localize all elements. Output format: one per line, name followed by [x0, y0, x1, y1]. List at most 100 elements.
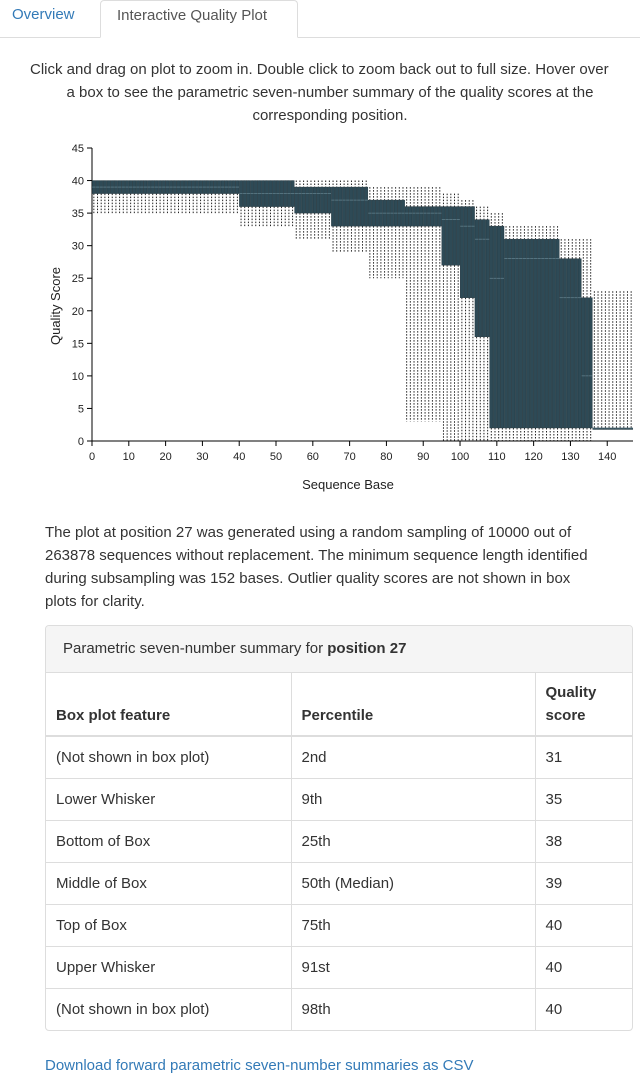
- box-position[interactable]: [507, 226, 512, 441]
- box-position[interactable]: [463, 200, 468, 441]
- box-position[interactable]: [250, 180, 254, 227]
- box-series[interactable]: [91, 180, 634, 441]
- box-position[interactable]: [117, 180, 122, 214]
- box-position[interactable]: [264, 180, 269, 227]
- box-position[interactable]: [360, 180, 365, 253]
- box-position[interactable]: [110, 180, 115, 214]
- box-position[interactable]: [478, 206, 483, 441]
- box-position[interactable]: [533, 226, 538, 441]
- box-position[interactable]: [522, 226, 527, 441]
- box-position[interactable]: [257, 180, 262, 227]
- box-position[interactable]: [386, 187, 391, 279]
- box-position[interactable]: [474, 206, 479, 441]
- box-position[interactable]: [301, 180, 306, 240]
- box-position[interactable]: [172, 180, 177, 214]
- box-position[interactable]: [287, 180, 291, 227]
- box-position[interactable]: [91, 180, 96, 214]
- box-position[interactable]: [559, 239, 564, 441]
- box-position[interactable]: [349, 180, 354, 253]
- box-position[interactable]: [187, 180, 192, 214]
- box-position[interactable]: [121, 180, 126, 214]
- box-position[interactable]: [143, 180, 148, 214]
- box-position[interactable]: [228, 180, 232, 214]
- box-position[interactable]: [382, 187, 387, 279]
- box-position[interactable]: [555, 226, 560, 441]
- box-position[interactable]: [147, 180, 151, 214]
- box-position[interactable]: [371, 187, 376, 279]
- box-position[interactable]: [132, 180, 137, 214]
- tab-overview[interactable]: Overview: [12, 6, 75, 23]
- box-position[interactable]: [540, 226, 545, 441]
- box-position[interactable]: [246, 180, 251, 227]
- box-position[interactable]: [334, 180, 339, 253]
- box-position[interactable]: [198, 180, 203, 214]
- box-position[interactable]: [610, 291, 615, 430]
- box-position[interactable]: [268, 180, 273, 227]
- box-position[interactable]: [379, 187, 383, 279]
- quality-box-plot[interactable]: 0 5 10 15 20 25 30 35 40 45 0 10 20 30 40 50 60 70 80 90 10…: [0, 136, 640, 506]
- box-position[interactable]: [566, 239, 571, 441]
- box-position[interactable]: [294, 180, 299, 240]
- box-position[interactable]: [279, 180, 284, 227]
- box-position[interactable]: [327, 180, 332, 240]
- box-position[interactable]: [445, 193, 450, 441]
- box-position[interactable]: [158, 180, 162, 214]
- box-position[interactable]: [518, 226, 523, 441]
- box-position[interactable]: [209, 180, 214, 214]
- box-position[interactable]: [441, 193, 446, 441]
- box-position[interactable]: [195, 180, 199, 214]
- box-position[interactable]: [139, 180, 144, 214]
- box-position[interactable]: [331, 180, 335, 253]
- box-position[interactable]: [99, 180, 104, 214]
- box-position[interactable]: [603, 291, 608, 430]
- box-position[interactable]: [456, 193, 461, 441]
- box-position[interactable]: [574, 239, 578, 441]
- box-position[interactable]: [169, 180, 173, 214]
- box-position[interactable]: [599, 291, 604, 430]
- box-position[interactable]: [592, 291, 597, 430]
- box-position[interactable]: [625, 291, 630, 430]
- box-position[interactable]: [165, 180, 170, 214]
- box-position[interactable]: [224, 180, 229, 214]
- box-position[interactable]: [496, 213, 501, 441]
- box-position[interactable]: [375, 187, 380, 279]
- box-position[interactable]: [397, 187, 402, 279]
- box-position[interactable]: [342, 180, 346, 253]
- box-position[interactable]: [191, 180, 196, 214]
- box-position[interactable]: [581, 239, 586, 441]
- box-position[interactable]: [404, 187, 409, 422]
- box-position[interactable]: [106, 180, 111, 214]
- box-position[interactable]: [320, 180, 324, 240]
- box-position[interactable]: [128, 180, 133, 214]
- box-position[interactable]: [95, 180, 100, 214]
- box-position[interactable]: [430, 187, 435, 422]
- box-position[interactable]: [261, 180, 265, 227]
- box-position[interactable]: [356, 180, 361, 253]
- tab-interactive-quality-plot[interactable]: Interactive Quality Plot: [100, 0, 298, 38]
- box-position[interactable]: [206, 180, 210, 214]
- box-position[interactable]: [312, 180, 317, 240]
- box-position[interactable]: [471, 200, 475, 441]
- box-position[interactable]: [504, 226, 508, 441]
- box-position[interactable]: [290, 180, 295, 227]
- box-position[interactable]: [482, 206, 486, 441]
- box-position[interactable]: [588, 239, 593, 441]
- box-position[interactable]: [242, 180, 247, 227]
- box-position[interactable]: [323, 180, 328, 240]
- box-position[interactable]: [176, 180, 181, 214]
- box-position[interactable]: [125, 180, 129, 214]
- box-position[interactable]: [618, 291, 622, 430]
- box-position[interactable]: [485, 206, 490, 441]
- box-position[interactable]: [275, 180, 280, 227]
- box-position[interactable]: [408, 187, 413, 422]
- box-position[interactable]: [614, 291, 619, 430]
- box-position[interactable]: [239, 180, 243, 227]
- box-position[interactable]: [493, 213, 497, 441]
- box-position[interactable]: [305, 180, 310, 240]
- box-position[interactable]: [448, 193, 453, 441]
- box-position[interactable]: [213, 180, 218, 214]
- box-position[interactable]: [345, 180, 350, 253]
- box-position[interactable]: [220, 180, 225, 214]
- box-position[interactable]: [202, 180, 207, 214]
- download-csv-link[interactable]: Download forward parametric seven-number…: [45, 1057, 474, 1074]
